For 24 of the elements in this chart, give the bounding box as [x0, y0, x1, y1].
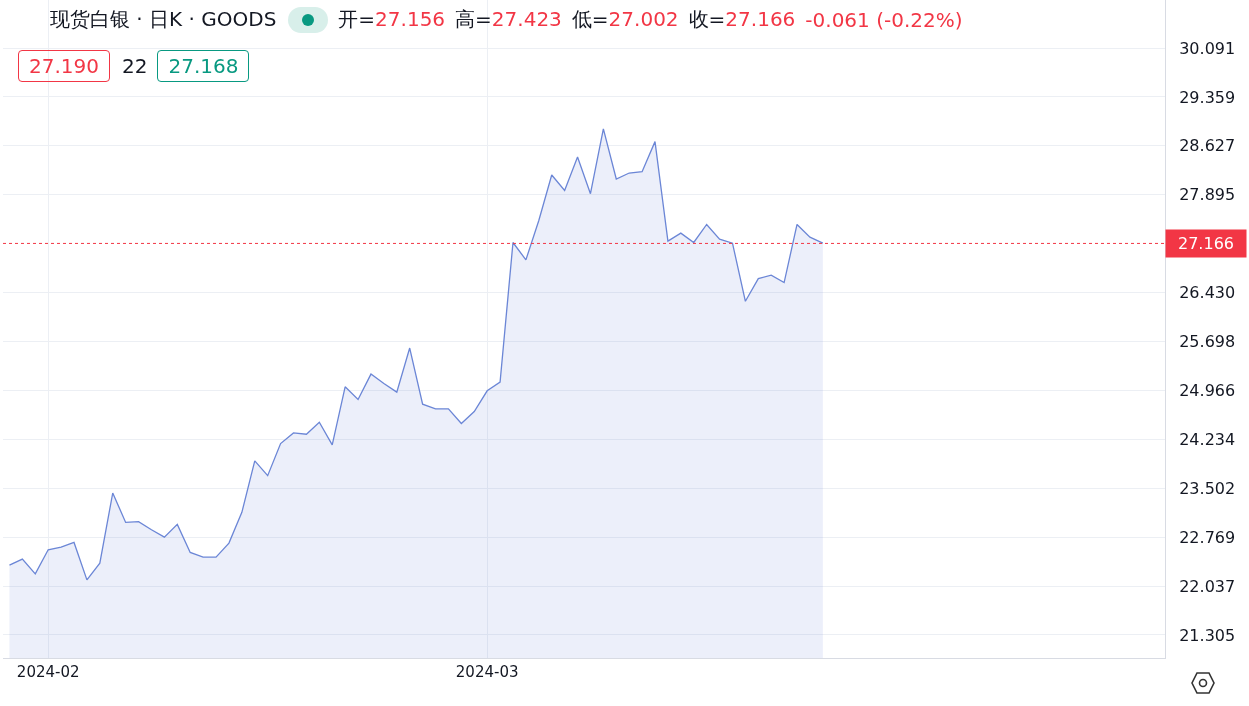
- y-tick-label: 30.091: [1179, 38, 1236, 58]
- y-tick-label: 27.895: [1179, 185, 1236, 205]
- y-tick-label: 25.698: [1179, 332, 1236, 352]
- x-tick-label: 2024-03: [455, 663, 519, 681]
- y-tick-label: 22.769: [1179, 527, 1236, 547]
- y-tick-label: 24.966: [1179, 380, 1236, 400]
- y-tick-label: 29.359: [1179, 87, 1236, 107]
- y-tick-label: 26.430: [1179, 283, 1236, 303]
- annotation: 收=27.166: [688, 6, 796, 33]
- y-tick-label: 21.305: [1179, 625, 1236, 645]
- annotation: 低=27.002: [571, 6, 679, 33]
- annotation: 高=27.423: [455, 6, 562, 33]
- ref-line-label: 27.166: [1178, 234, 1234, 253]
- y-tick-label: 23.502: [1179, 478, 1236, 498]
- annotation: 22: [121, 54, 148, 78]
- y-tick-label: 22.037: [1179, 576, 1236, 596]
- annotation: -0.061 (-0.22%): [805, 7, 963, 32]
- y-tick-label: 24.234: [1179, 429, 1236, 449]
- annotation: 27.168: [157, 50, 250, 82]
- chart-title: 现货白银 · 日K · GOODS: [50, 6, 277, 33]
- y-tick-label: 28.627: [1179, 136, 1236, 156]
- annotation: 开=27.156: [338, 6, 446, 33]
- annotation: 27.190: [18, 50, 110, 82]
- x-tick-label: 2024-02: [16, 663, 80, 681]
